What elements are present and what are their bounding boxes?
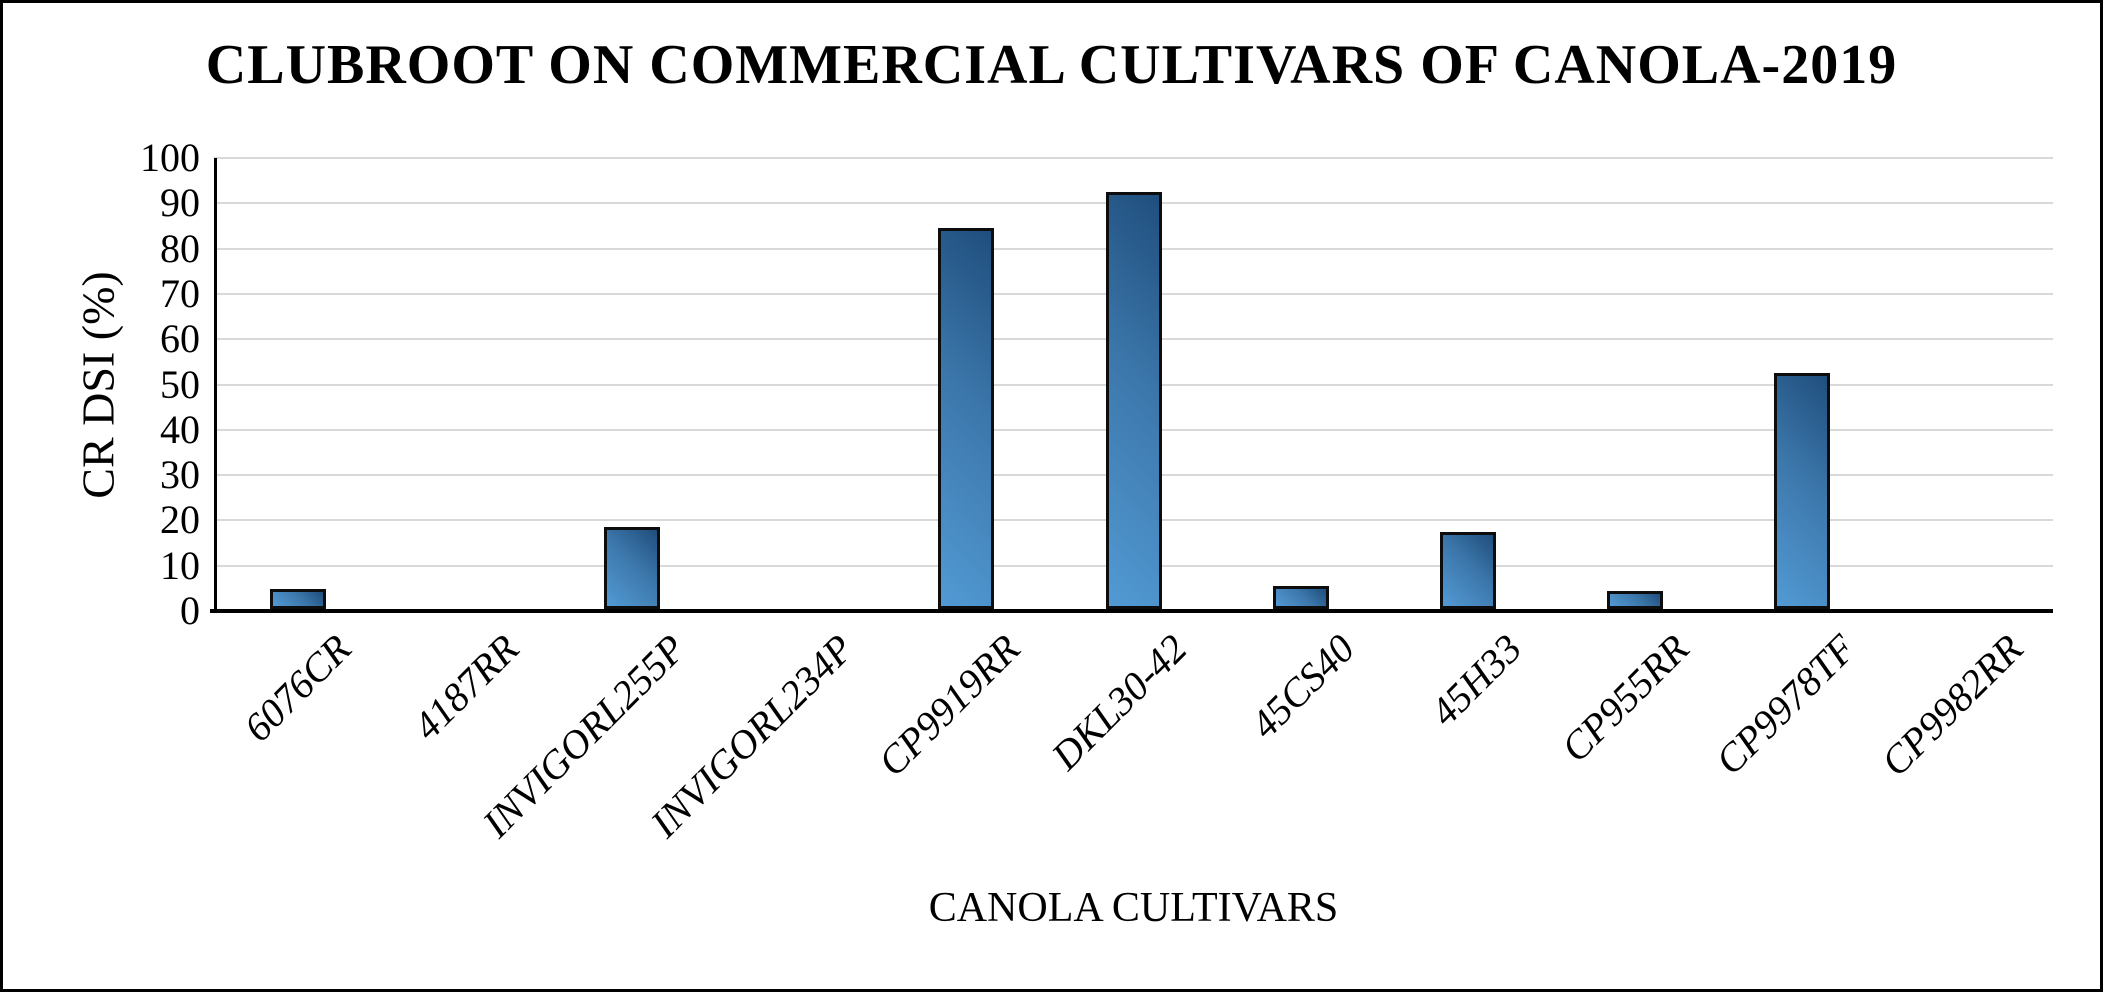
y-tick-label-10: 10: [160, 542, 200, 588]
y-tick-label-100: 100: [140, 135, 200, 180]
x-tick-label-45CS40: 45CS40: [1241, 625, 1364, 747]
bar-45CS40: [1273, 586, 1329, 609]
gridline-100: [214, 157, 2053, 159]
x-tick-label-4187RR: 4187RR: [404, 625, 528, 749]
x-tick-label-6076CR: 6076CR: [235, 625, 360, 751]
y-axis-line: [214, 158, 217, 613]
bar-6076CR: [270, 589, 326, 609]
x-tick-label-CP9982RR: CP9982RR: [1872, 625, 2032, 785]
y-tick-label-50: 50: [160, 361, 200, 407]
y-tick-label-80: 80: [160, 225, 200, 271]
y-tick-label-40: 40: [160, 406, 200, 452]
x-tick-label-CP955RR: CP955RR: [1552, 625, 1698, 771]
x-tick-label-CP9978TF: CP9978TF: [1707, 625, 1865, 784]
y-axis-title: CR DSI (%): [72, 270, 123, 499]
bar-CP955RR: [1607, 591, 1663, 609]
x-tick-label-45H33: 45H33: [1421, 625, 1531, 735]
x-tick-label-CP9919RR: CP9919RR: [869, 625, 1029, 785]
y-tick-label-60: 60: [160, 316, 200, 362]
y-tick-label-0: 0: [180, 588, 200, 633]
bar-CP9978TF: [1774, 373, 1830, 609]
bar-INVIGORL255P: [604, 527, 660, 609]
bar-CP9919RR: [938, 228, 994, 609]
y-tick-label-70: 70: [160, 270, 200, 316]
y-tick-label-90: 90: [160, 180, 200, 226]
bar-DKL30-42: [1106, 192, 1162, 609]
x-axis-title: CANOLA CULTIVARS: [928, 885, 1339, 931]
plot-area: 0 10 20 30 40 50 60 70 80 90 100 6076CR 4187RR INVIG…: [3, 3, 2100, 989]
x-axis-line: [210, 609, 2053, 613]
y-tick-label-20: 20: [160, 497, 200, 543]
x-tick-label-DKL30-42: DKL30-42: [1043, 625, 1196, 779]
chart-title: CLUBROOT ON COMMERCIAL CULTIVARS OF CANO…: [205, 34, 1898, 96]
bar-45H33: [1440, 532, 1496, 609]
y-tick-label-30: 30: [160, 452, 200, 498]
